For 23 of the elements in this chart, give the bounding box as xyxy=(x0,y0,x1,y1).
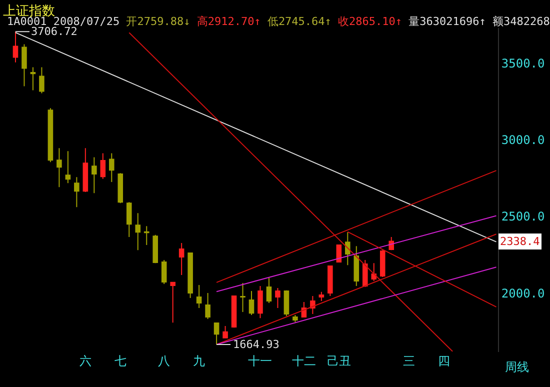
annotation: 3706.72 xyxy=(31,25,78,38)
annotation: 高2912.70↑ xyxy=(196,15,261,28)
x-tick-label: 十一 xyxy=(248,354,272,368)
x-tick-label: 己丑 xyxy=(326,354,351,368)
annotation: 1664.93 xyxy=(233,338,280,351)
y-tick-label: 3000.0 xyxy=(501,133,545,148)
y-tick-label: 2500.0 xyxy=(501,210,545,224)
annotation: 2338.4 xyxy=(500,235,540,248)
y-tick-label: 2000.0 xyxy=(501,286,545,300)
x-tick-label: 三 xyxy=(402,354,415,368)
annotation: 开2759.88↓ xyxy=(126,15,190,28)
annotation: 额3482268 xyxy=(492,15,550,28)
x-tick-label: 七 xyxy=(114,354,126,368)
x-tick-label: 八 xyxy=(158,354,170,368)
annotation: 低2745.64↑ xyxy=(267,15,332,28)
annotation: 量363021696↑ xyxy=(408,15,486,28)
annotation: 收2865.10↑ xyxy=(338,15,402,28)
x-tick-label: 六 xyxy=(79,354,92,368)
x-tick-label: 九 xyxy=(193,354,206,368)
text: 周线 xyxy=(505,360,529,374)
x-tick-label: 十二 xyxy=(292,354,316,368)
y-tick-label: 3500.0 xyxy=(501,56,545,70)
x-tick-label: 四 xyxy=(438,354,450,368)
